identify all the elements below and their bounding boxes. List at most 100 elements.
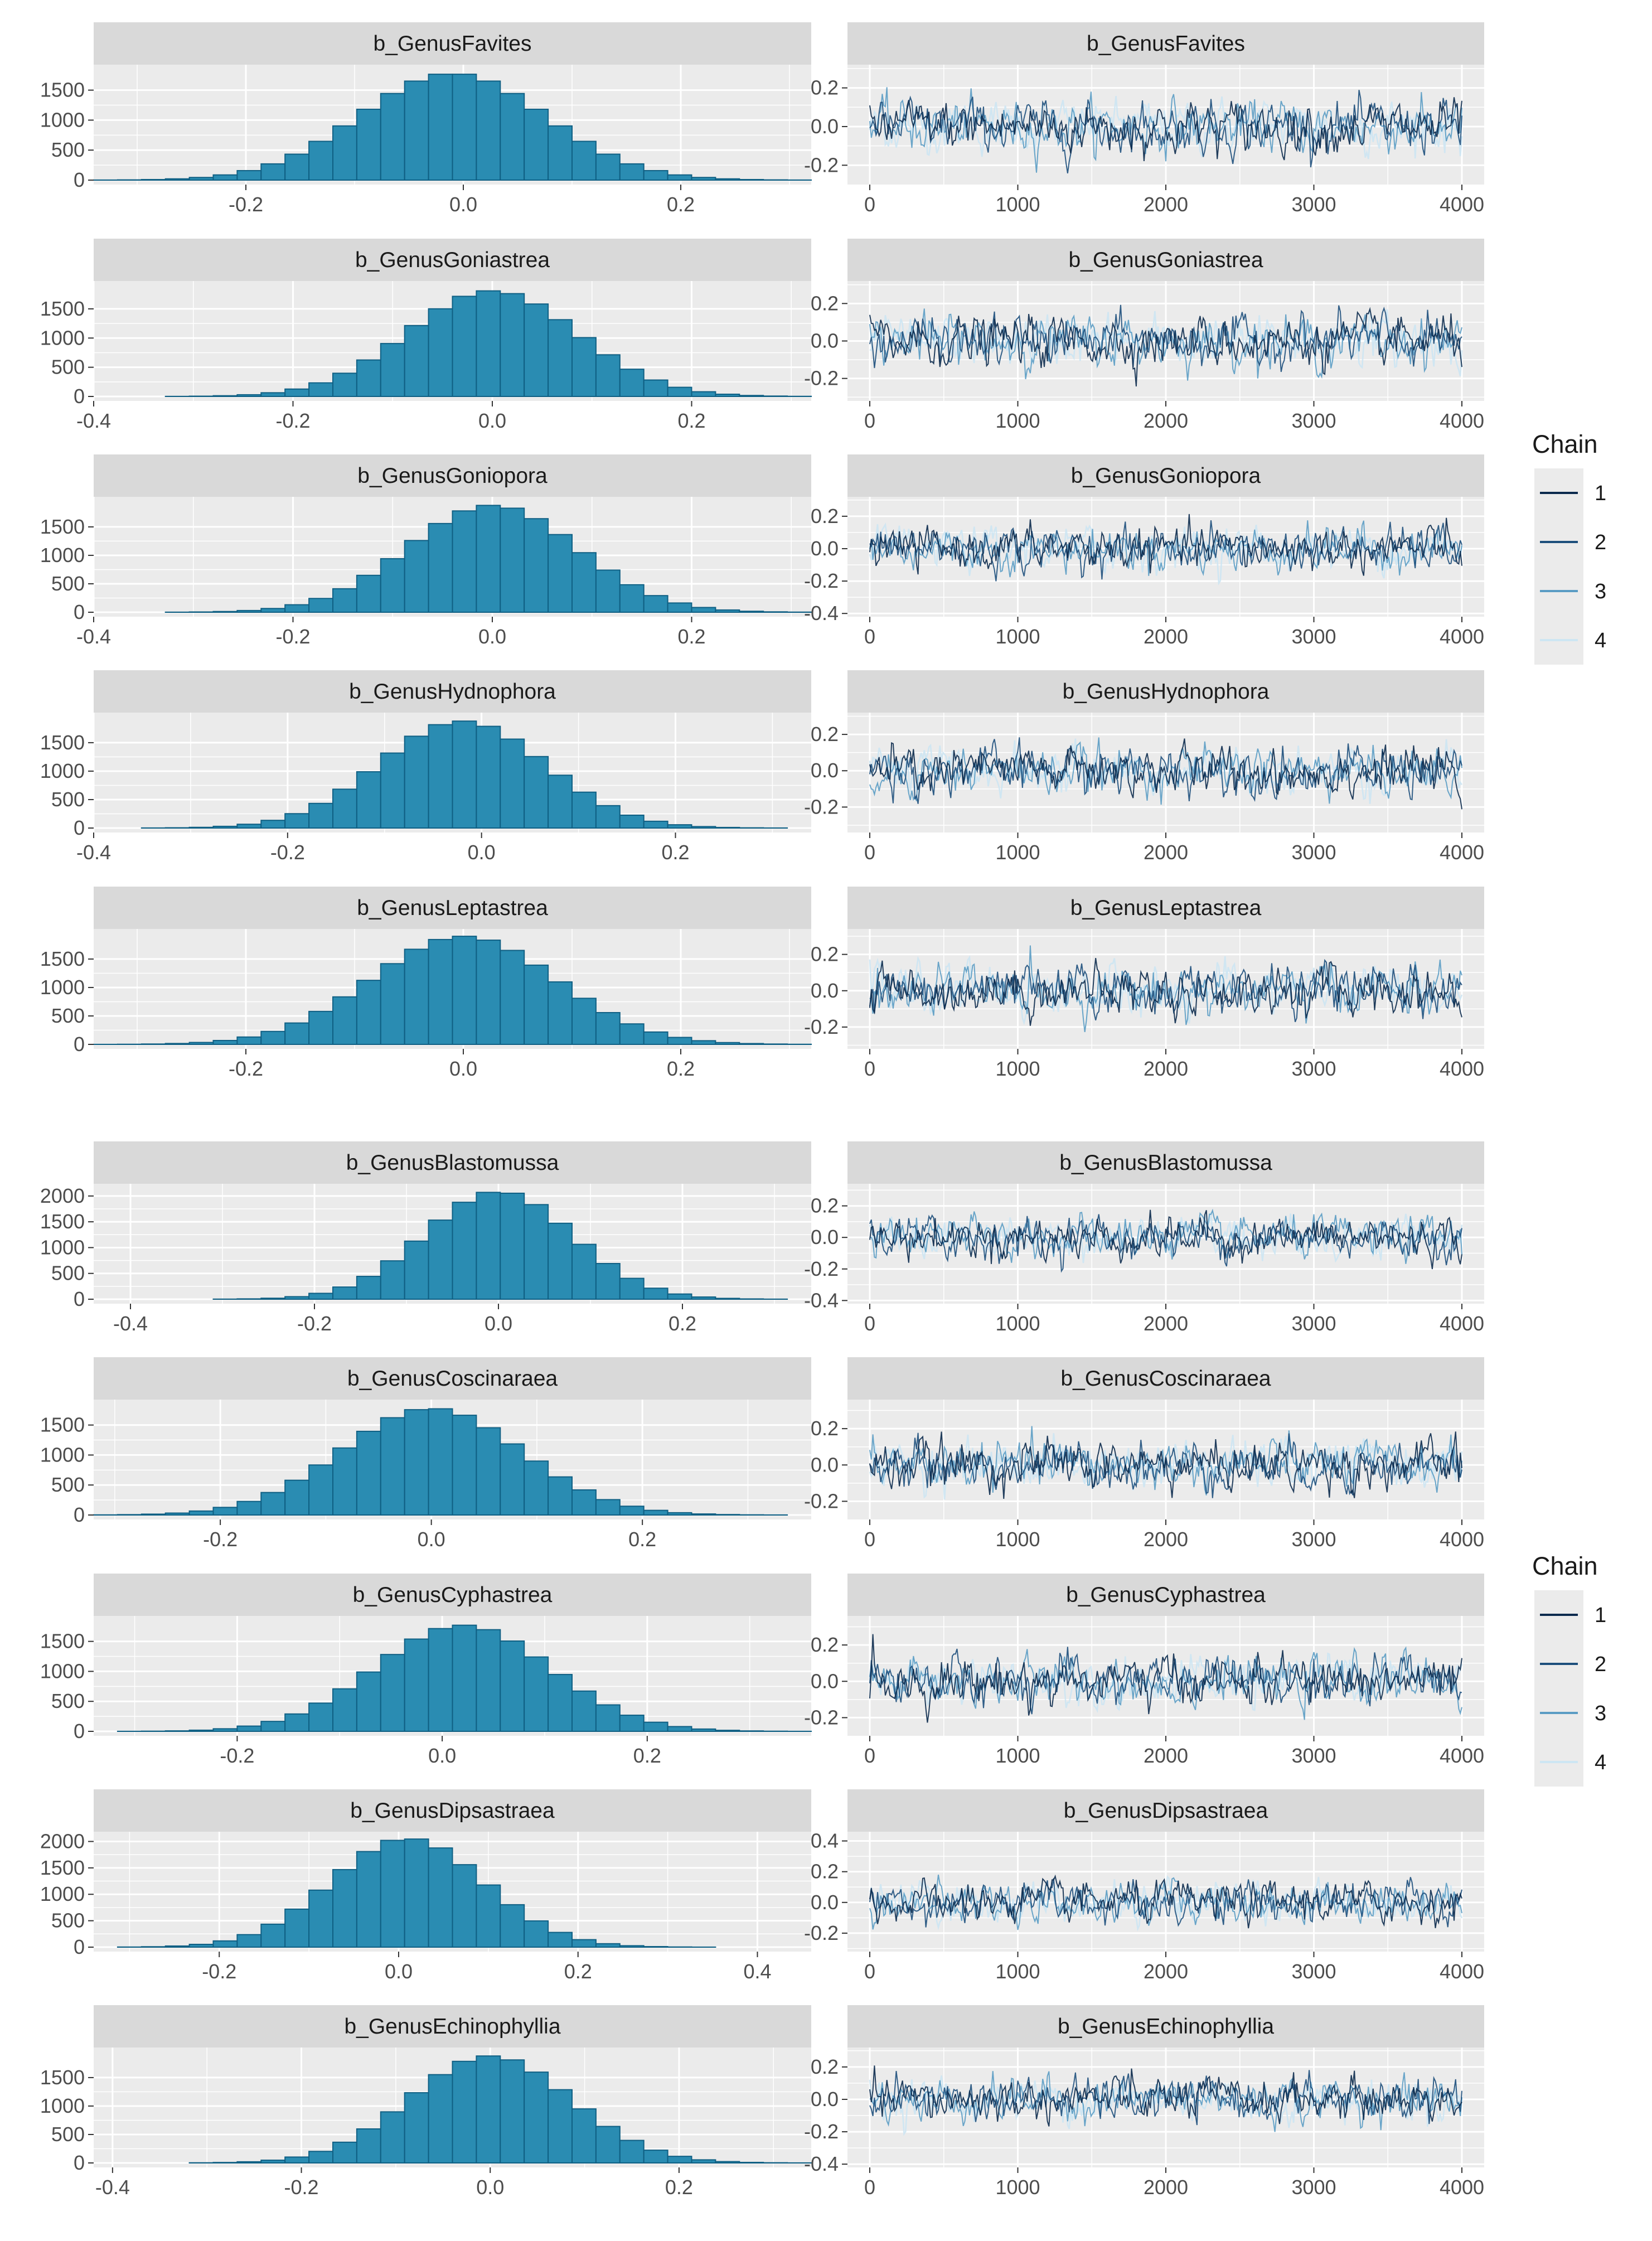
histogram-bar xyxy=(715,1298,740,1300)
x-tick-label: 0 xyxy=(864,1528,875,1551)
histogram-bar xyxy=(284,1479,310,1516)
histogram-bar xyxy=(500,950,525,1046)
histogram-bar xyxy=(332,2141,357,2164)
x-tick-label: 2000 xyxy=(1144,841,1188,864)
trace-line-chain-4 xyxy=(869,955,1463,1025)
facet-strip xyxy=(94,239,811,281)
y-tick-label: 1500 xyxy=(40,731,85,754)
histogram-bar xyxy=(691,2159,716,2163)
histogram-bar xyxy=(332,996,357,1045)
y-tick-label: 0.2 xyxy=(811,1194,839,1217)
histogram-bar xyxy=(260,1030,286,1045)
y-tick-label: 500 xyxy=(51,1262,85,1285)
histogram-bar xyxy=(667,1512,692,1516)
histogram-bar xyxy=(452,1415,477,1516)
histogram-bar xyxy=(595,153,621,181)
facet-title: b_GenusCyphastrea xyxy=(353,1583,553,1607)
histogram-bar xyxy=(356,1671,381,1732)
x-tick-label: 2000 xyxy=(1144,1057,1188,1080)
histogram-bar xyxy=(452,1864,477,1948)
y-tick-label: 0.2 xyxy=(811,2055,839,2078)
histogram-bar xyxy=(428,1628,453,1732)
histogram-bar xyxy=(667,602,692,613)
histogram-bar xyxy=(141,1513,166,1516)
legend-label: 4 xyxy=(1595,629,1606,652)
x-tick-label: 2000 xyxy=(1144,1312,1188,1335)
trace-line-chain-1 xyxy=(869,1209,1462,1270)
histogram-bar xyxy=(308,598,333,613)
histogram-bar xyxy=(452,936,477,1045)
trace-panel: b_GenusBlastomussa -0.4 -0.2 0.0 0.2 0 1000 200… xyxy=(804,1141,1484,1335)
x-tick-label: 0.0 xyxy=(485,1312,512,1335)
x-tick-label: 1000 xyxy=(995,2176,1040,2199)
x-tick-label: 3000 xyxy=(1291,841,1336,864)
x-tick-label: 0 xyxy=(864,1960,875,1983)
histogram-bar xyxy=(619,1023,645,1046)
legend-title: Chain xyxy=(1532,1552,1598,1580)
histogram-bar xyxy=(404,80,429,181)
histogram-bar xyxy=(236,1934,262,1948)
histogram-bar xyxy=(571,1243,597,1300)
x-tick-label: 0.2 xyxy=(668,1312,696,1335)
histogram-bar xyxy=(643,2150,668,2164)
histogram-bar xyxy=(404,948,429,1045)
histogram-bar xyxy=(356,359,381,398)
histogram-bar xyxy=(524,303,549,398)
facet-strip xyxy=(847,1357,1484,1400)
histogram-bar xyxy=(236,170,262,181)
histogram-bar xyxy=(308,1010,333,1045)
trace-line-chain-1 xyxy=(869,97,1462,161)
histogram-bar xyxy=(571,998,597,1045)
facet-strip xyxy=(847,670,1484,713)
histogram-bar xyxy=(404,1240,429,1300)
histogram-bar xyxy=(595,1263,621,1300)
histogram-bar xyxy=(236,609,262,613)
y-tick-label: 0 xyxy=(74,1720,85,1743)
histogram-bar xyxy=(260,2160,286,2163)
histogram-bar xyxy=(284,1022,310,1045)
histogram-bar xyxy=(643,170,668,181)
y-tick-label: 1000 xyxy=(40,976,85,999)
x-tick-label: 1000 xyxy=(995,1960,1040,1983)
facet-strip xyxy=(94,1141,811,1184)
trace-line-chain-1 xyxy=(869,957,1462,1026)
x-tick-label: 0.2 xyxy=(564,1960,592,1983)
x-tick-label: 0.0 xyxy=(428,1744,456,1767)
trace-line-chain-1 xyxy=(869,738,1462,810)
histogram-panel: b_GenusHydnophora 0 500 1000 1500 -0.4 -0.2 0.0… xyxy=(40,670,811,864)
y-tick-label: -0.4 xyxy=(804,1289,839,1311)
histogram-bar xyxy=(619,1945,645,1948)
histogram-bar xyxy=(476,1427,501,1516)
x-tick-label: 0 xyxy=(864,1312,875,1335)
histogram-bar xyxy=(739,611,764,613)
facet-title: b_GenusCyphastrea xyxy=(1066,1583,1266,1607)
histogram-bar xyxy=(164,1043,190,1046)
histogram-bar xyxy=(428,2074,453,2164)
histogram-panel: b_GenusEchinophyllia 0 500 1000 1500 -0.4 -0.2… xyxy=(40,2005,812,2199)
y-tick-label: 0 xyxy=(74,601,85,623)
x-tick-label: 0 xyxy=(864,841,875,864)
chain-legend: Chain 1 2 3 4 xyxy=(1532,1552,1606,1787)
facet-title: b_GenusHydnophora xyxy=(1063,680,1270,704)
histogram-bar xyxy=(236,1501,262,1516)
histogram-bar xyxy=(571,141,597,181)
facet-strip xyxy=(94,887,811,929)
histogram-bar xyxy=(404,735,429,829)
histogram-bar xyxy=(571,791,597,829)
histogram-bar xyxy=(500,507,525,613)
histogram-bar xyxy=(308,382,333,398)
histogram-bar xyxy=(548,125,573,181)
histogram-bar xyxy=(643,1031,668,1046)
y-tick-label: 1000 xyxy=(40,1659,85,1682)
histogram-bar xyxy=(548,775,573,829)
histogram-bar xyxy=(332,1869,357,1948)
histogram-bar xyxy=(548,534,573,613)
y-tick-label: 0.0 xyxy=(811,1669,839,1692)
histogram-bar xyxy=(380,1417,405,1516)
histogram-bar xyxy=(428,308,453,397)
histogram-bar xyxy=(452,720,477,829)
y-tick-label: 500 xyxy=(51,788,85,811)
x-tick-label: 0.0 xyxy=(449,1057,477,1080)
facet-strip xyxy=(847,887,1484,929)
